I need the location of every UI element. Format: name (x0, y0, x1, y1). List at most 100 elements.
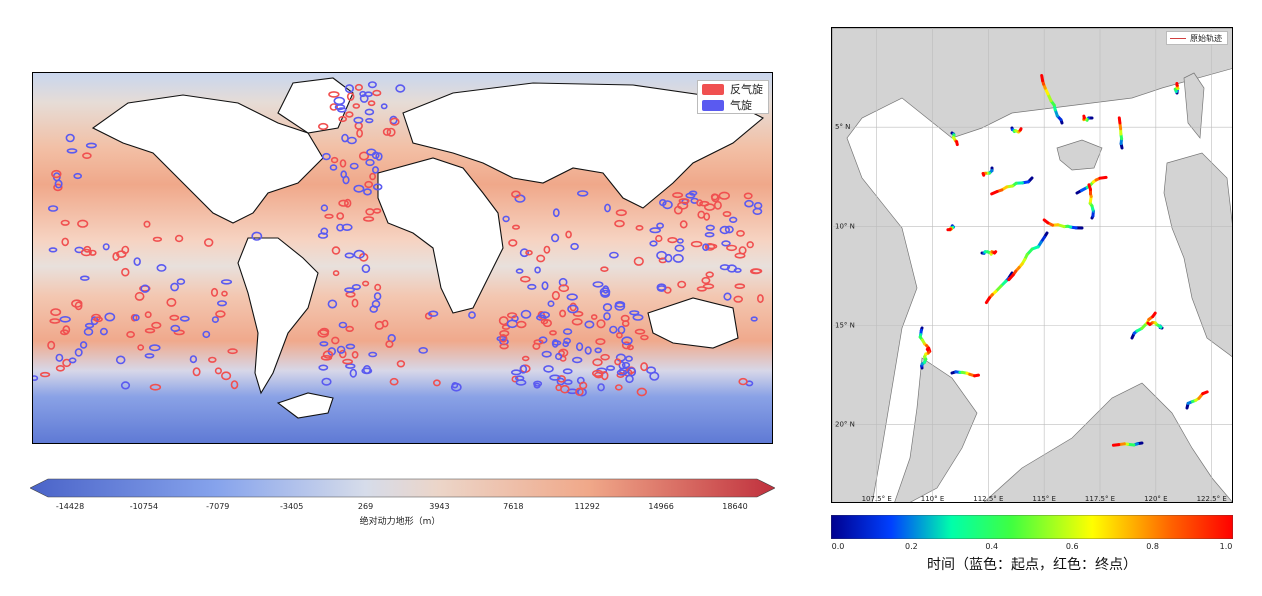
anticyclone-eddy (369, 172, 376, 181)
anticyclone-eddy (93, 316, 103, 323)
trajectory-segment (993, 250, 998, 255)
anticyclone-eddy (214, 367, 222, 375)
anticyclone-eddy (149, 383, 162, 391)
anticyclone-eddy (600, 266, 609, 272)
anticyclone-eddy (519, 275, 531, 283)
cyclone-swatch (702, 99, 724, 111)
cyclone-eddy (341, 133, 349, 143)
anticyclone-eddy (204, 238, 214, 247)
longitude-tick-label: 115° E (1032, 495, 1056, 503)
anticyclone-eddy (166, 297, 177, 307)
cyclone-eddy (349, 368, 357, 378)
eurasia (402, 82, 764, 209)
anticyclone-eddy (386, 127, 396, 137)
anticyclone-eddy (521, 355, 530, 362)
trajectory-segment (990, 190, 999, 196)
cyclone-eddy (217, 300, 228, 307)
legend-label-anticyclone: 反气旋 (730, 83, 763, 96)
anticyclone-eddy (614, 384, 623, 391)
cyclone-eddy (319, 341, 329, 347)
cyclone-eddy (550, 233, 560, 243)
cyclone-eddy (59, 316, 71, 323)
antarctic-fragment (276, 392, 334, 419)
left-colorbar-tick: 14966 (648, 502, 674, 511)
anticyclone-swatch (702, 83, 724, 95)
cyclone-eddy (704, 232, 715, 238)
cyclone-eddy (752, 207, 763, 215)
cyclone-eddy (156, 263, 167, 272)
anticyclone-eddy (555, 384, 563, 392)
latitude-tick-label: 20° N (835, 421, 855, 429)
anticyclone-eddy (227, 348, 238, 355)
cyclone-eddy (575, 342, 584, 352)
anticyclone-eddy (143, 220, 151, 228)
taiwan (1183, 72, 1205, 139)
cyclone-eddy (336, 345, 346, 354)
anticyclone-eddy (363, 216, 375, 222)
cyclone-eddy (189, 355, 198, 364)
cyclone-eddy (649, 371, 660, 381)
anticyclone-eddy (71, 299, 83, 308)
anticyclone-eddy (51, 169, 62, 179)
cyclone-eddy (629, 310, 640, 316)
cyclone-eddy (744, 199, 754, 208)
anticyclone-eddy (338, 115, 348, 123)
anticyclone-eddy (329, 103, 338, 111)
anticyclone-eddy (635, 224, 644, 231)
left-colorbar-tick: -7079 (206, 502, 230, 511)
borneo (983, 382, 1232, 502)
cyclone-eddy (74, 348, 83, 357)
anticyclone-eddy (704, 242, 716, 251)
cyclone-eddy (349, 162, 359, 170)
anticyclone-eddy (47, 340, 56, 350)
cyclone-eddy (547, 300, 555, 307)
latitude-tick-label: 5° N (835, 123, 850, 131)
cyclone-eddy (418, 346, 429, 354)
cyclone-eddy (104, 312, 116, 322)
anticyclone-eddy (60, 219, 70, 226)
anticyclone-eddy (40, 371, 51, 378)
anticyclone-eddy (331, 336, 340, 345)
anticyclone-eddy (667, 237, 678, 244)
land-masses (832, 28, 1232, 502)
cyclone-eddy (371, 151, 380, 160)
longitude-tick-labels: 107.5° E 110° E 112.5° E 115° E 117.5° E 120°… (862, 495, 1227, 503)
cyclone-eddy (688, 190, 698, 196)
anticyclone-eddy (319, 327, 330, 336)
cyclone-eddy (721, 240, 731, 247)
anticyclone-eddy (77, 219, 89, 228)
cyclone-eddy (251, 231, 263, 241)
anticyclone-eddy (365, 208, 375, 216)
cyclone-eddy (603, 312, 611, 321)
cyclone-eddy (365, 117, 374, 124)
anticyclone-eddy (88, 249, 97, 256)
cyclone-eddy (594, 347, 603, 354)
anticyclone-eddy (655, 234, 663, 243)
cyclone-eddy (353, 249, 365, 259)
cyclone-eddy (705, 224, 715, 231)
cyclone-eddy (365, 158, 375, 167)
anticyclone-eddy (551, 290, 561, 301)
cyclone-eddy (606, 365, 616, 371)
anticyclone-eddy (718, 191, 730, 200)
anticyclone-eddy (389, 377, 399, 386)
right-colorbar-bar (830, 514, 1234, 540)
right-colorbar-tick: 0.2 (905, 542, 918, 551)
right-colorbar (830, 514, 1234, 540)
cyclone-eddy (337, 107, 347, 113)
cyclone-eddy (373, 292, 382, 301)
cyclone-eddy (329, 164, 338, 171)
anticyclone-eddy (575, 387, 584, 396)
cyclone-eddy (533, 380, 543, 387)
legend-item-cyclone: 气旋 (698, 97, 768, 113)
cyclone-eddy (571, 356, 583, 364)
cyclone-eddy (563, 337, 571, 345)
cyclone-eddy (395, 84, 406, 93)
cyclone-eddy (450, 382, 462, 392)
longitude-tick-label: 112.5° E (973, 495, 1003, 503)
anticyclone-eddy (116, 250, 127, 258)
anticyclone-eddy (565, 230, 572, 239)
anticyclone-eddy (80, 248, 92, 257)
cyclone-eddy (599, 287, 611, 297)
cyclone-eddy (320, 204, 329, 212)
